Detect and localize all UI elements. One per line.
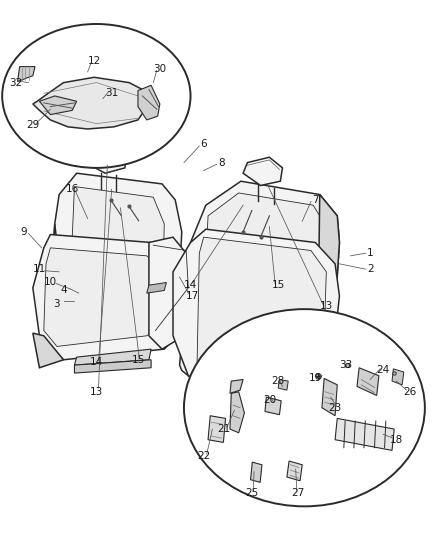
Polygon shape [392, 369, 404, 385]
Text: 14: 14 [184, 280, 197, 290]
Polygon shape [147, 282, 166, 293]
Text: 25: 25 [245, 488, 258, 498]
Polygon shape [74, 349, 151, 365]
Polygon shape [48, 224, 68, 352]
Polygon shape [287, 461, 302, 481]
Polygon shape [44, 248, 166, 346]
Text: 22: 22 [197, 451, 210, 461]
Text: 8: 8 [218, 158, 225, 167]
Polygon shape [74, 360, 151, 373]
Text: 15: 15 [272, 280, 285, 290]
Polygon shape [85, 147, 127, 173]
Text: 18: 18 [390, 435, 403, 445]
Polygon shape [180, 181, 339, 386]
Text: 24: 24 [377, 366, 390, 375]
Text: 28: 28 [272, 376, 285, 386]
Text: 13: 13 [320, 302, 333, 311]
Text: 17: 17 [186, 291, 199, 301]
Polygon shape [33, 235, 182, 360]
Text: 32: 32 [9, 78, 22, 87]
Polygon shape [208, 416, 226, 442]
Polygon shape [201, 193, 326, 376]
Text: 7: 7 [312, 195, 319, 205]
Text: 31: 31 [105, 88, 118, 98]
Polygon shape [197, 237, 326, 370]
Polygon shape [201, 368, 309, 384]
Text: 14: 14 [90, 358, 103, 367]
Polygon shape [318, 195, 339, 362]
Text: 23: 23 [328, 403, 342, 413]
Text: 21: 21 [217, 424, 230, 434]
Text: 1: 1 [367, 248, 374, 258]
Text: 13: 13 [90, 387, 103, 397]
Ellipse shape [2, 24, 191, 168]
Polygon shape [265, 397, 281, 415]
Polygon shape [18, 67, 35, 82]
Text: 33: 33 [339, 360, 353, 370]
Polygon shape [243, 157, 283, 185]
Text: 11: 11 [33, 264, 46, 274]
Text: 3: 3 [53, 299, 60, 309]
Text: 29: 29 [26, 120, 39, 130]
Polygon shape [278, 379, 288, 390]
Polygon shape [251, 462, 262, 482]
Text: 12: 12 [88, 56, 101, 66]
Text: 9: 9 [21, 227, 28, 237]
Text: 15: 15 [131, 355, 145, 365]
Polygon shape [173, 229, 339, 381]
Text: 6: 6 [200, 139, 207, 149]
Polygon shape [66, 187, 164, 345]
Polygon shape [39, 96, 77, 115]
Polygon shape [48, 173, 182, 357]
Text: 19: 19 [309, 374, 322, 383]
Polygon shape [201, 376, 307, 392]
Text: 4: 4 [60, 286, 67, 295]
Text: 16: 16 [66, 184, 79, 194]
Text: 27: 27 [291, 488, 304, 498]
Ellipse shape [184, 309, 425, 506]
Text: 30: 30 [153, 64, 166, 74]
Polygon shape [357, 368, 379, 395]
Polygon shape [322, 378, 337, 416]
Text: 10: 10 [44, 278, 57, 287]
Polygon shape [230, 392, 244, 433]
Polygon shape [33, 77, 149, 129]
Text: 26: 26 [403, 387, 416, 397]
Text: 20: 20 [263, 395, 276, 405]
Text: 2: 2 [367, 264, 374, 274]
Polygon shape [33, 333, 64, 368]
Polygon shape [230, 379, 243, 393]
Polygon shape [335, 418, 394, 450]
Polygon shape [149, 237, 191, 349]
Polygon shape [138, 85, 160, 120]
